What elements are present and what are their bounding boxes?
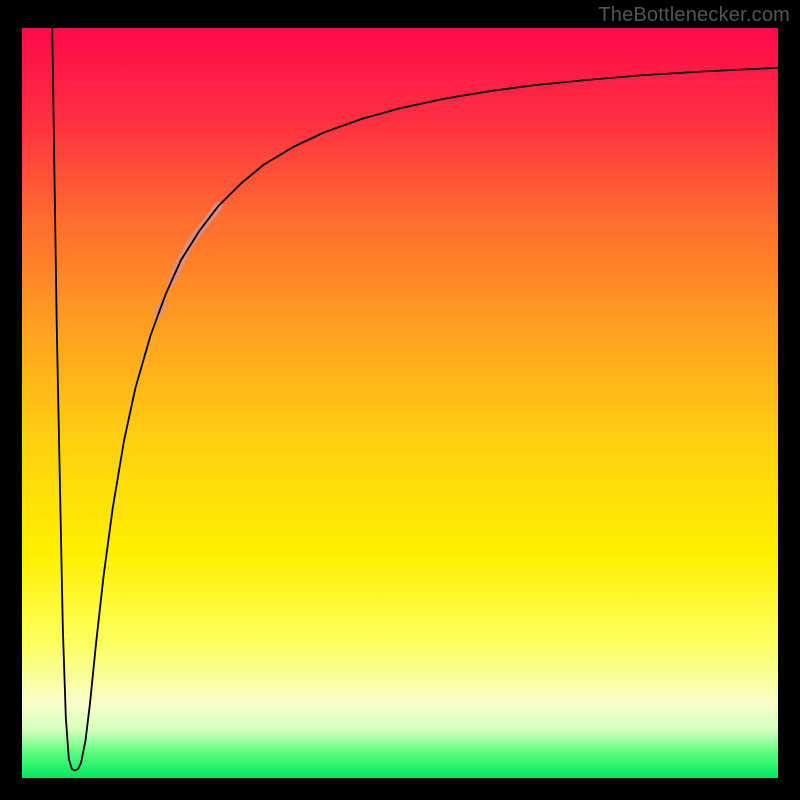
watermark-text: TheBottlenecker.com: [598, 4, 790, 27]
bottleneck-chart: TheBottlenecker.com: [0, 0, 800, 800]
chart-svg: [0, 0, 800, 800]
